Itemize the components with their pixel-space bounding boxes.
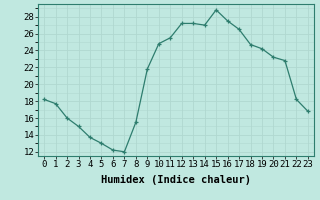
X-axis label: Humidex (Indice chaleur): Humidex (Indice chaleur)	[101, 175, 251, 185]
